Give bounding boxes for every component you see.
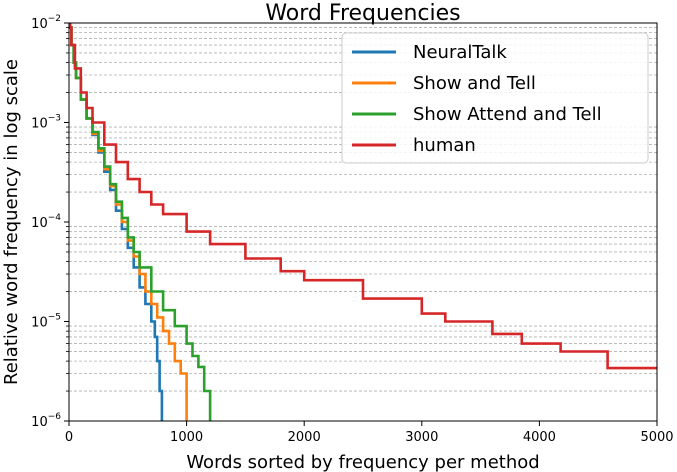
plot-series	[69, 23, 657, 421]
x-axis: 0 1000 2000 3000 4000 5000	[65, 421, 674, 445]
y-tick-label: 10−3	[31, 114, 61, 132]
x-tick-label: 3000	[405, 430, 438, 445]
y-tick-label: 10−4	[31, 213, 61, 231]
series-line-show-attend-and-tell	[69, 23, 212, 421]
y-tick-label: 10−2	[31, 14, 61, 32]
legend-label: NeuralTalk	[413, 42, 507, 63]
series-line-human	[69, 23, 657, 370]
y-axis: 10−6 10−5 10−4 10−3 10−2	[31, 14, 69, 430]
series-line-neuraltalk	[69, 23, 164, 421]
legend-label: human	[413, 135, 476, 156]
y-tick-label: 10−6	[31, 412, 61, 430]
x-tick-label: 2000	[288, 430, 321, 445]
legend-box	[341, 32, 649, 164]
x-tick-label: 5000	[640, 430, 673, 445]
series-line-show-and-tell	[69, 23, 188, 421]
x-tick-label: 4000	[523, 430, 556, 445]
x-axis-label: Words sorted by frequency per method	[186, 452, 539, 472]
chart-title: Word Frequencies	[265, 1, 460, 26]
x-tick-label: 1000	[170, 430, 203, 445]
x-tick-label: 0	[65, 430, 73, 445]
legend: NeuralTalk Show and Tell Show Attend and T…	[341, 32, 649, 164]
y-axis-label: Relative word frequency in log scale	[1, 59, 22, 385]
y-tick-label: 10−5	[31, 313, 61, 331]
legend-label: Show Attend and Tell	[413, 104, 602, 125]
legend-label: Show and Tell	[413, 73, 536, 94]
